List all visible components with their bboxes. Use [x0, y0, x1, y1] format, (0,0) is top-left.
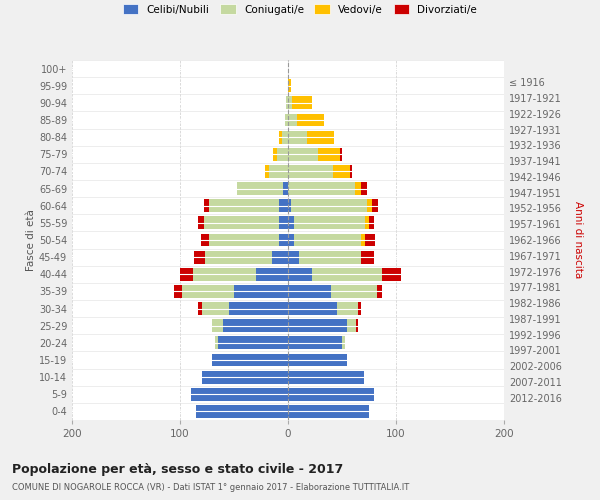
Bar — [288, 130, 307, 143]
Bar — [280, 234, 288, 246]
Bar — [199, 302, 202, 315]
Bar — [288, 165, 334, 178]
Bar — [288, 200, 291, 212]
Bar — [367, 200, 372, 212]
Bar — [369, 216, 374, 230]
Bar — [286, 96, 288, 110]
Bar — [288, 405, 369, 418]
Bar — [202, 370, 288, 384]
Bar — [265, 165, 269, 178]
Bar — [229, 302, 288, 315]
Y-axis label: Anni di nascita: Anni di nascita — [573, 202, 583, 278]
Bar — [382, 268, 401, 280]
Bar — [199, 216, 204, 230]
Bar — [358, 302, 361, 315]
Bar — [288, 234, 295, 246]
Bar — [218, 336, 288, 349]
Bar — [173, 285, 182, 298]
Bar — [256, 268, 288, 280]
Bar — [272, 250, 288, 264]
Bar — [209, 234, 280, 246]
Legend: Celibi/Nubili, Coniugati/e, Vedovi/e, Divorziati/e: Celibi/Nubili, Coniugati/e, Vedovi/e, Di… — [119, 0, 481, 19]
Bar — [288, 388, 374, 400]
Bar — [356, 320, 358, 332]
Bar — [288, 320, 347, 332]
Bar — [347, 320, 356, 332]
Bar — [365, 234, 376, 246]
Bar — [288, 216, 295, 230]
Bar — [281, 130, 288, 143]
Text: COMUNE DI NOGAROLE ROCCA (VR) - Dati ISTAT 1° gennaio 2017 - Elaborazione TUTTIT: COMUNE DI NOGAROLE ROCCA (VR) - Dati IST… — [12, 482, 409, 492]
Text: Popolazione per età, sesso e stato civile - 2017: Popolazione per età, sesso e stato civil… — [12, 462, 343, 475]
Bar — [377, 285, 382, 298]
Bar — [307, 130, 334, 143]
Bar — [285, 114, 288, 126]
Bar — [212, 354, 288, 366]
Bar — [288, 182, 355, 195]
Bar — [209, 200, 280, 212]
Bar — [295, 216, 365, 230]
Bar — [340, 148, 342, 160]
Bar — [288, 336, 342, 349]
Bar — [355, 182, 361, 195]
Bar — [212, 320, 223, 332]
Bar — [288, 148, 318, 160]
Bar — [288, 114, 296, 126]
Bar — [372, 200, 377, 212]
Bar — [280, 130, 281, 143]
Bar — [288, 268, 312, 280]
Bar — [361, 250, 374, 264]
Bar — [200, 234, 209, 246]
Bar — [273, 148, 277, 160]
Bar — [299, 250, 361, 264]
Bar — [193, 268, 256, 280]
Bar — [365, 216, 369, 230]
Bar — [202, 302, 229, 315]
Bar — [288, 354, 347, 366]
Bar — [342, 336, 345, 349]
Bar — [318, 148, 340, 160]
Y-axis label: Fasce di età: Fasce di età — [26, 209, 36, 271]
Bar — [291, 200, 367, 212]
Bar — [182, 285, 234, 298]
Bar — [180, 268, 193, 280]
Bar — [205, 250, 272, 264]
Bar — [288, 370, 364, 384]
Bar — [292, 96, 312, 110]
Bar — [277, 148, 288, 160]
Bar — [361, 182, 367, 195]
Bar — [280, 200, 288, 212]
Bar — [331, 285, 377, 298]
Bar — [280, 216, 288, 230]
Bar — [194, 250, 205, 264]
Bar — [288, 285, 331, 298]
Bar — [204, 216, 280, 230]
Bar — [196, 405, 288, 418]
Bar — [204, 200, 209, 212]
Bar — [361, 234, 365, 246]
Bar — [334, 165, 350, 178]
Bar — [223, 320, 288, 332]
Bar — [269, 165, 288, 178]
Bar — [283, 182, 288, 195]
Bar — [191, 388, 288, 400]
Bar — [237, 182, 283, 195]
Bar — [288, 250, 299, 264]
Bar — [337, 302, 358, 315]
Bar — [288, 302, 337, 315]
Bar — [288, 80, 291, 92]
Bar — [296, 114, 323, 126]
Bar — [350, 165, 352, 178]
Bar — [215, 336, 218, 349]
Bar — [312, 268, 382, 280]
Bar — [295, 234, 361, 246]
Bar — [288, 96, 292, 110]
Bar — [234, 285, 288, 298]
